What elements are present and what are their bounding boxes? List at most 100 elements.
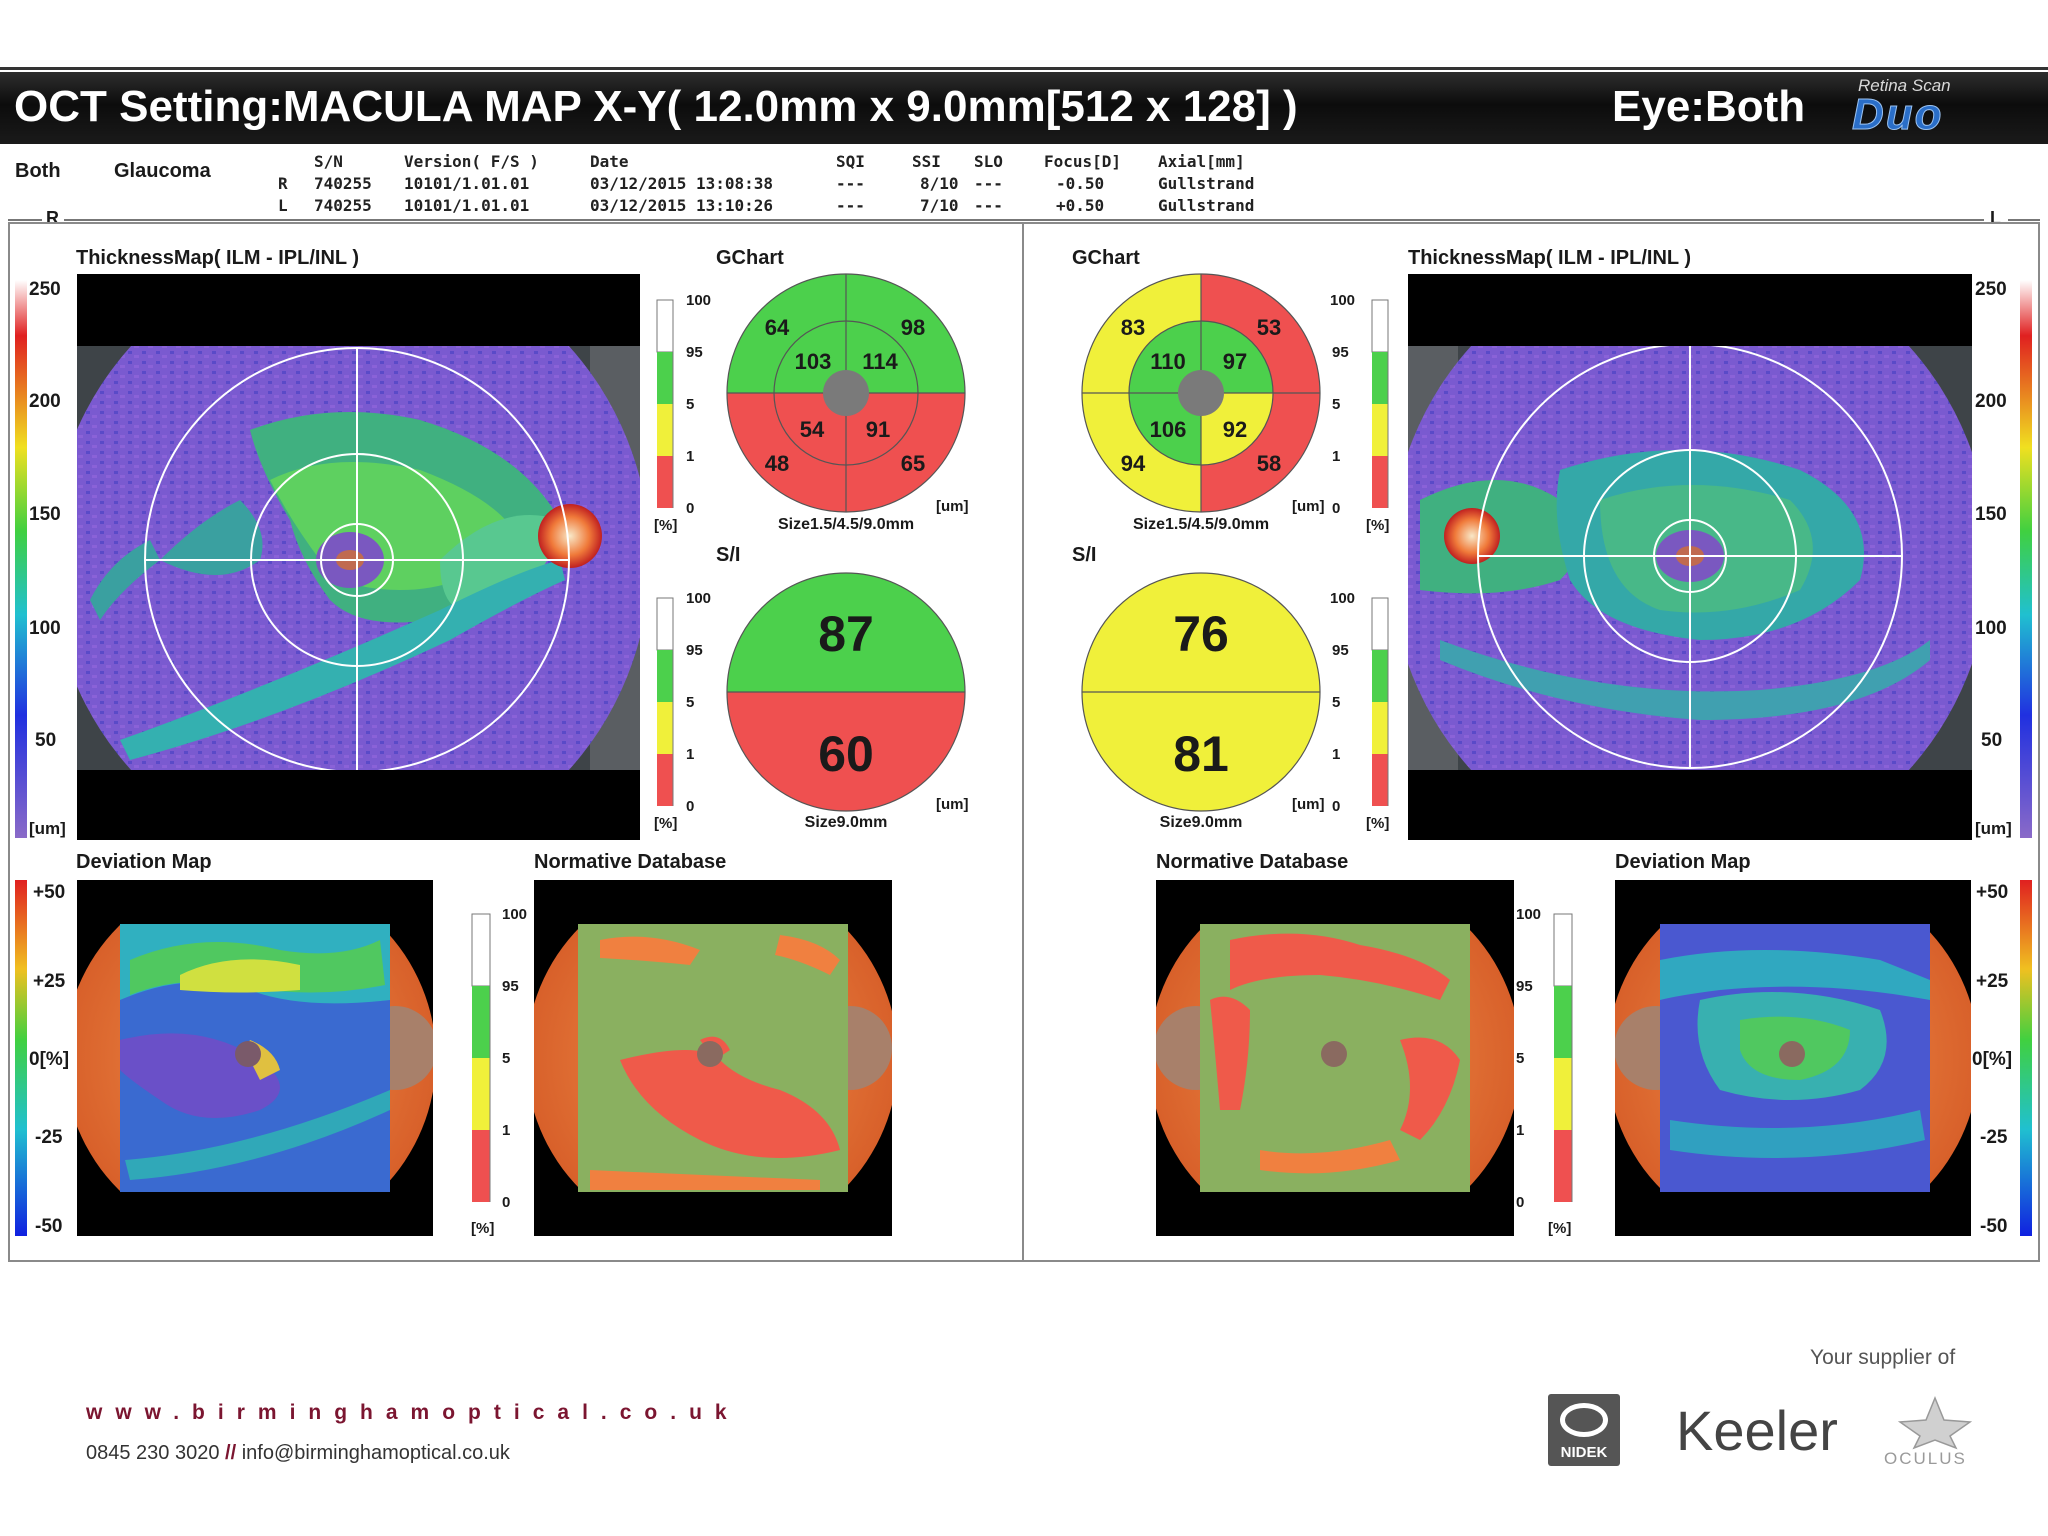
si-scale-0-right: 0 xyxy=(686,798,694,815)
si-unit-um-right: [um] xyxy=(936,796,969,813)
gchart-right-outer-tr: 98 xyxy=(901,315,925,340)
gchart-title-right: GChart xyxy=(716,247,784,269)
row-l-eye: L xyxy=(278,196,288,215)
left-side-label: L xyxy=(1990,208,2001,228)
gchart-left-inner-br: 92 xyxy=(1223,417,1247,442)
norm-scale-5-right: 5 xyxy=(502,1050,510,1067)
si-size-right: Size9.0mm xyxy=(805,814,888,831)
si-scale-5-right: 5 xyxy=(686,694,694,711)
nidek-logo: NIDEK xyxy=(1548,1394,1620,1466)
col-header-version: Version( F/S ) xyxy=(404,152,539,171)
gchart-right-outer-tl: 64 xyxy=(765,315,790,340)
si-scale-unit-right: [%] xyxy=(654,815,677,832)
col-header-sn: S/N xyxy=(314,152,343,171)
deviation-map-title-left: Deviation Map xyxy=(1615,851,1751,873)
row-l-version: 10101/1.01.01 xyxy=(404,196,530,215)
deviation-scale-m50-right: -50 xyxy=(35,1216,62,1237)
gchart-scale-100-right: 100 xyxy=(686,292,711,309)
deviation-scale-bar-left xyxy=(2020,880,2032,1236)
contact-separator: // xyxy=(225,1442,237,1464)
si-size-left: Size9.0mm xyxy=(1160,814,1243,831)
si-scale-100-left: 100 xyxy=(1330,590,1355,607)
row-l-focus: +0.50 xyxy=(1056,196,1105,215)
gchart-scale-1-left: 1 xyxy=(1332,448,1340,465)
gchart-percentile-scale-left xyxy=(1371,299,1389,508)
row-r-version: 10101/1.01.01 xyxy=(404,174,530,193)
row-r-date: 03/12/2015 13:08:38 xyxy=(590,174,774,193)
thickness-map-left xyxy=(1408,346,1972,770)
thickness-scale-50-left: 50 xyxy=(1981,730,2002,751)
deviation-scale-m25-left: -25 xyxy=(1980,1127,2008,1148)
gchart-left-inner-bl: 106 xyxy=(1150,417,1187,442)
row-l-sqi: --- xyxy=(836,196,865,215)
header-bar: OCT Setting:MACULA MAP X-Y( 12.0mm x 9.0… xyxy=(0,72,2048,144)
thickness-scale-250-right: 250 xyxy=(29,279,61,300)
si-scale-unit-left: [%] xyxy=(1366,815,1389,832)
thickness-scale-200-left: 200 xyxy=(1975,391,2007,412)
phone-number: 0845 230 3020 xyxy=(86,1442,220,1464)
normative-db-title-right: Normative Database xyxy=(534,851,726,873)
email-link[interactable]: info@birminghamoptical.co.uk xyxy=(241,1442,510,1464)
gchart-right xyxy=(726,273,966,513)
brand-subtitle: Retina Scan xyxy=(1858,76,1951,95)
gchart-scale-0-left: 0 xyxy=(1332,500,1340,517)
thickness-map-right xyxy=(77,346,640,770)
eye-label: Eye:Both xyxy=(1612,82,1806,131)
si-chart-left xyxy=(1081,572,1321,812)
supplier-text: Your supplier of xyxy=(1810,1346,1956,1369)
website-domain: www.birminghamoptical xyxy=(86,1401,601,1424)
norm-scale-unit-right: [%] xyxy=(471,1220,494,1237)
gchart-left-outer-br: 58 xyxy=(1257,451,1281,476)
gchart-left xyxy=(1081,273,1321,513)
gchart-title-left: GChart xyxy=(1072,247,1140,269)
gchart-size-right: Size1.5/4.5/9.0mm xyxy=(778,516,914,533)
oculus-star-icon xyxy=(1897,1396,1973,1450)
norm-scale-1-left: 1 xyxy=(1516,1122,1524,1139)
col-header-slo: SLO xyxy=(974,152,1003,171)
gchart-right-inner-br: 91 xyxy=(866,417,890,442)
norm-scale-95-right: 95 xyxy=(502,978,519,995)
thickness-scale-250-left: 250 xyxy=(1975,279,2007,300)
thickness-scale-unit-right: [um] xyxy=(29,819,66,838)
normative-percentile-scale-right xyxy=(471,913,491,1202)
si-left-inferior: 81 xyxy=(1173,726,1229,782)
deviation-map-left xyxy=(1615,924,1971,1192)
gchart-scale-unit-left: [%] xyxy=(1366,517,1389,534)
norm-scale-100-right: 100 xyxy=(502,906,527,923)
gchart-scale-95-left: 95 xyxy=(1332,344,1349,361)
gchart-unit-um-left: [um] xyxy=(1292,498,1325,515)
gchart-right-inner-tl: 103 xyxy=(795,349,832,374)
deviation-scale-p50-left: +50 xyxy=(1976,882,2008,903)
si-percentile-scale-right xyxy=(656,597,674,806)
header-top-rule xyxy=(0,67,2048,70)
si-scale-1-right: 1 xyxy=(686,746,694,763)
gchart-percentile-scale-right xyxy=(656,299,674,508)
normative-map-left xyxy=(1156,924,1514,1192)
si-scale-0-left: 0 xyxy=(1332,798,1340,815)
col-header-date: Date xyxy=(590,152,629,171)
si-scale-1-left: 1 xyxy=(1332,746,1340,763)
gchart-right-inner-tr: 114 xyxy=(862,349,898,374)
gchart-right-outer-bl: 48 xyxy=(765,451,789,476)
nidek-eye-icon xyxy=(1560,1403,1608,1437)
thickness-scale-bar-left xyxy=(2020,280,2032,838)
contact-line: 0845 230 3020 // info@birminghamoptical.… xyxy=(86,1442,510,1465)
deviation-scale-zero-right: 0[%] xyxy=(29,1049,69,1070)
gchart-left-inner-tl: 110 xyxy=(1150,349,1186,374)
si-scale-5-left: 5 xyxy=(1332,694,1340,711)
deviation-map-right xyxy=(77,924,433,1192)
deviation-scale-zero-left: 0[%] xyxy=(1972,1049,2012,1070)
row-r-sn: 740255 xyxy=(314,174,372,193)
side-rule xyxy=(64,219,1984,221)
si-chart-right xyxy=(726,572,966,812)
thickness-scale-100-right: 100 xyxy=(29,618,61,639)
keeler-logo: Keeler xyxy=(1676,1399,1838,1462)
thickness-scale-unit-left: [um] xyxy=(1975,819,2012,838)
thickness-scale-200-right: 200 xyxy=(29,391,61,412)
row-r-sqi: --- xyxy=(836,174,865,193)
website-link[interactable]: www.birminghamoptical.co.uk xyxy=(86,1401,740,1425)
deviation-scale-p25-left: +25 xyxy=(1976,971,2009,992)
si-right-inferior: 60 xyxy=(818,726,874,782)
thickness-map-title-left: ThicknessMap( ILM - IPL/INL ) xyxy=(1408,247,1691,269)
norm-scale-95-left: 95 xyxy=(1516,978,1533,995)
